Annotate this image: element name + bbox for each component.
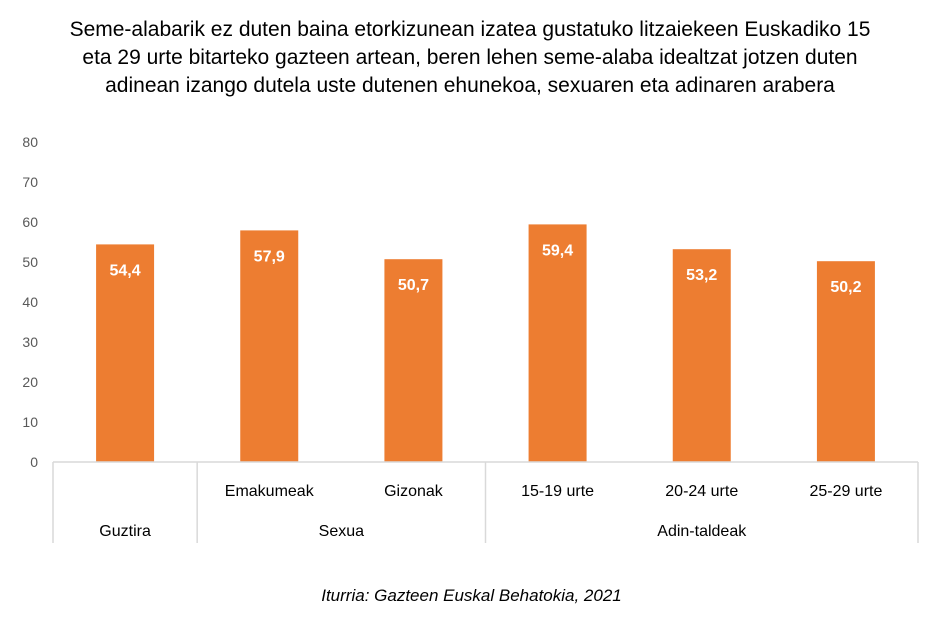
data-label: 54,4 <box>110 262 141 279</box>
data-label: 53,2 <box>686 267 717 284</box>
x-group-label: Adin-taldeak <box>657 523 747 540</box>
y-tick-label: 0 <box>30 454 38 470</box>
y-tick-label: 80 <box>22 134 38 150</box>
x-group-label: Sexua <box>319 523 364 540</box>
x-category-label: 15-19 urte <box>521 483 594 500</box>
bar <box>528 224 587 462</box>
data-label: 50,7 <box>398 277 429 294</box>
data-label: 57,9 <box>254 248 285 265</box>
bar <box>816 261 875 462</box>
bar <box>672 249 731 462</box>
y-tick-label: 10 <box>22 414 38 430</box>
y-tick-label: 60 <box>22 214 38 230</box>
x-category-label: 20-24 urte <box>665 483 738 500</box>
bar <box>384 259 443 462</box>
x-category-label: 25-29 urte <box>809 483 882 500</box>
x-group-label: Guztira <box>99 523 151 540</box>
bar <box>96 244 155 462</box>
chart-title: Seme-alabarik ez duten baina etorkizunea… <box>69 18 871 97</box>
data-label: 50,2 <box>830 279 861 296</box>
y-tick-label: 30 <box>22 334 38 350</box>
y-tick-label: 20 <box>22 374 38 390</box>
y-tick-label: 50 <box>22 254 38 270</box>
bar <box>240 230 299 462</box>
data-label: 59,4 <box>542 242 573 259</box>
x-category-label: Gizonak <box>384 483 444 500</box>
y-tick-label: 70 <box>22 174 38 190</box>
x-category-label: Emakumeak <box>225 483 315 500</box>
source-note: Iturria: Gazteen Euskal Behatokia, 2021 <box>321 586 622 605</box>
y-tick-label: 40 <box>22 294 38 310</box>
